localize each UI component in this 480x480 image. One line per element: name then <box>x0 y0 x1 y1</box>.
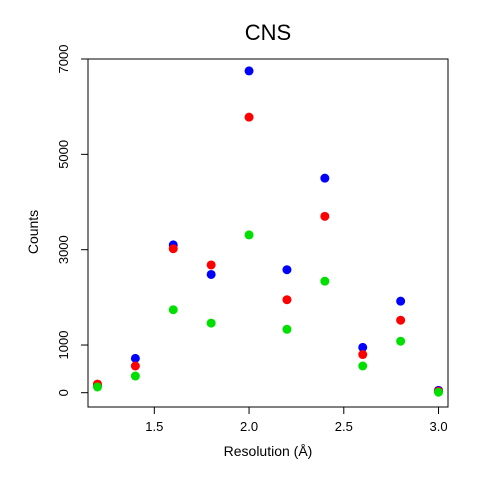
data-point <box>320 277 329 286</box>
data-point <box>358 362 367 371</box>
y-axis: 0 1000 3000 5000 7000 <box>56 45 88 397</box>
data-point <box>169 305 178 314</box>
y-tick-label: 3000 <box>56 235 71 264</box>
y-tick-label: 1000 <box>56 331 71 360</box>
data-point <box>245 230 254 239</box>
plot-frame <box>88 59 448 407</box>
x-axis-label: Resolution (Å) <box>224 443 313 459</box>
x-tick-label: 3.0 <box>429 419 447 434</box>
x-tick-label: 2.0 <box>240 419 258 434</box>
data-point <box>396 316 405 325</box>
data-point <box>358 350 367 359</box>
y-tick-label: 5000 <box>56 140 71 169</box>
data-point <box>396 297 405 306</box>
data-point <box>131 372 140 381</box>
data-point <box>282 295 291 304</box>
x-tick-label: 2.5 <box>335 419 353 434</box>
data-point <box>207 270 216 279</box>
data-point <box>434 388 443 397</box>
y-axis-label: Counts <box>25 210 41 254</box>
y-tick-label: 0 <box>56 389 71 396</box>
data-point <box>169 244 178 253</box>
data-point <box>245 113 254 122</box>
data-point <box>93 382 102 391</box>
y-tick-label: 7000 <box>56 45 71 74</box>
data-point <box>282 325 291 334</box>
data-point <box>131 362 140 371</box>
data-point <box>282 265 291 274</box>
data-point <box>320 174 329 183</box>
chart-title: CNS <box>245 20 291 45</box>
data-points <box>93 66 443 396</box>
data-point <box>207 319 216 328</box>
x-axis: 1.5 2.0 2.5 3.0 <box>145 407 447 434</box>
data-point <box>207 260 216 269</box>
data-point <box>245 66 254 75</box>
x-tick-label: 1.5 <box>145 419 163 434</box>
data-point <box>320 212 329 221</box>
data-point <box>396 337 405 346</box>
